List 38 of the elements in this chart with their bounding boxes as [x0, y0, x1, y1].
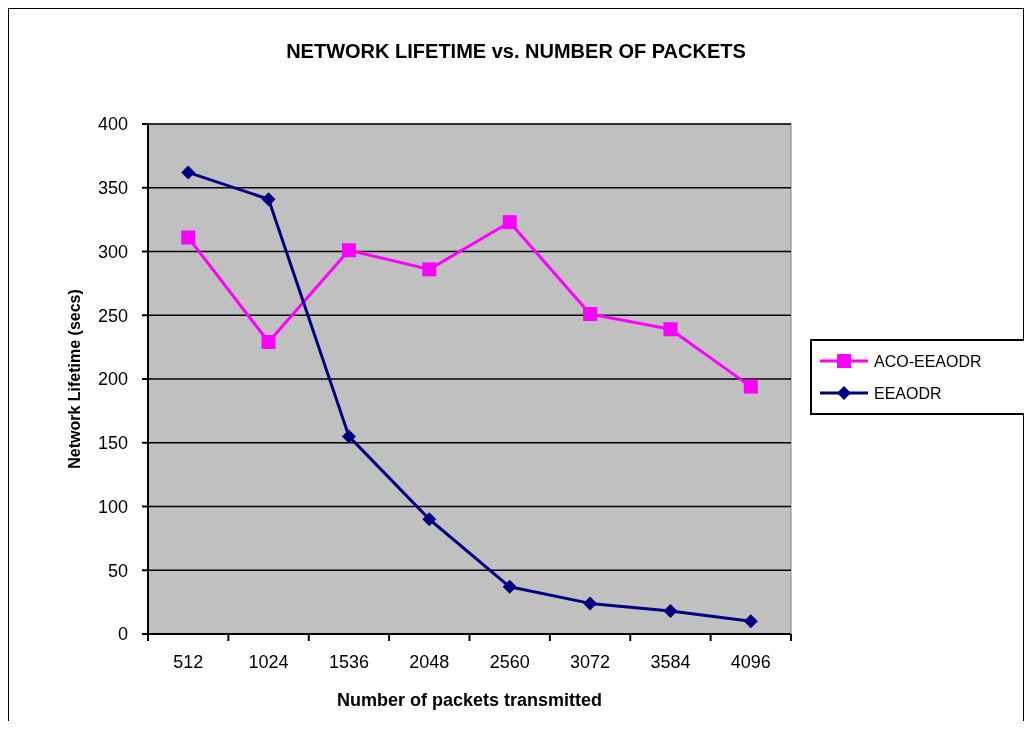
point [743, 614, 758, 629]
chart-title: NETWORK LIFETIME vs. NUMBER OF PACKETS [286, 40, 746, 62]
y-tick-label: 100 [97, 496, 128, 517]
y-tick-label: 50 [107, 560, 128, 581]
y-axis-title: Network Lifetime (secs) [66, 289, 83, 469]
point [422, 262, 437, 277]
legend-label: ACO-EEAODR [874, 352, 982, 370]
y-tick-label: 300 [97, 241, 128, 262]
point [181, 230, 196, 245]
legend-label: EEAODR [874, 384, 942, 402]
x-tick-label: 3584 [650, 652, 691, 672]
x-tick-label: 2560 [489, 652, 530, 672]
x-tick-label: 1024 [248, 652, 289, 672]
point [663, 322, 678, 337]
y-tick-label: 250 [97, 305, 128, 326]
x-tick-label: 1536 [328, 652, 369, 672]
y-tick-label: 350 [97, 178, 128, 199]
y-tick-label: 400 [97, 114, 128, 135]
point [663, 604, 678, 619]
x-tick-label: 4096 [730, 652, 771, 672]
point [502, 579, 517, 594]
point [743, 379, 758, 394]
x-tick-label: 2048 [409, 652, 450, 672]
point [261, 335, 276, 350]
point [583, 306, 598, 321]
point [583, 596, 598, 611]
y-tick-label: 0 [117, 624, 128, 645]
point [261, 192, 276, 207]
y-tick-label: 200 [97, 369, 128, 390]
point [181, 165, 196, 180]
x-tick-label: 3072 [570, 652, 611, 672]
point [422, 512, 437, 527]
x-tick-label: 512 [173, 652, 204, 672]
point [341, 243, 356, 258]
point [341, 429, 356, 444]
y-tick-label: 150 [97, 433, 128, 454]
x-axis-title: Number of packets transmitted [336, 690, 603, 710]
point [502, 215, 517, 230]
